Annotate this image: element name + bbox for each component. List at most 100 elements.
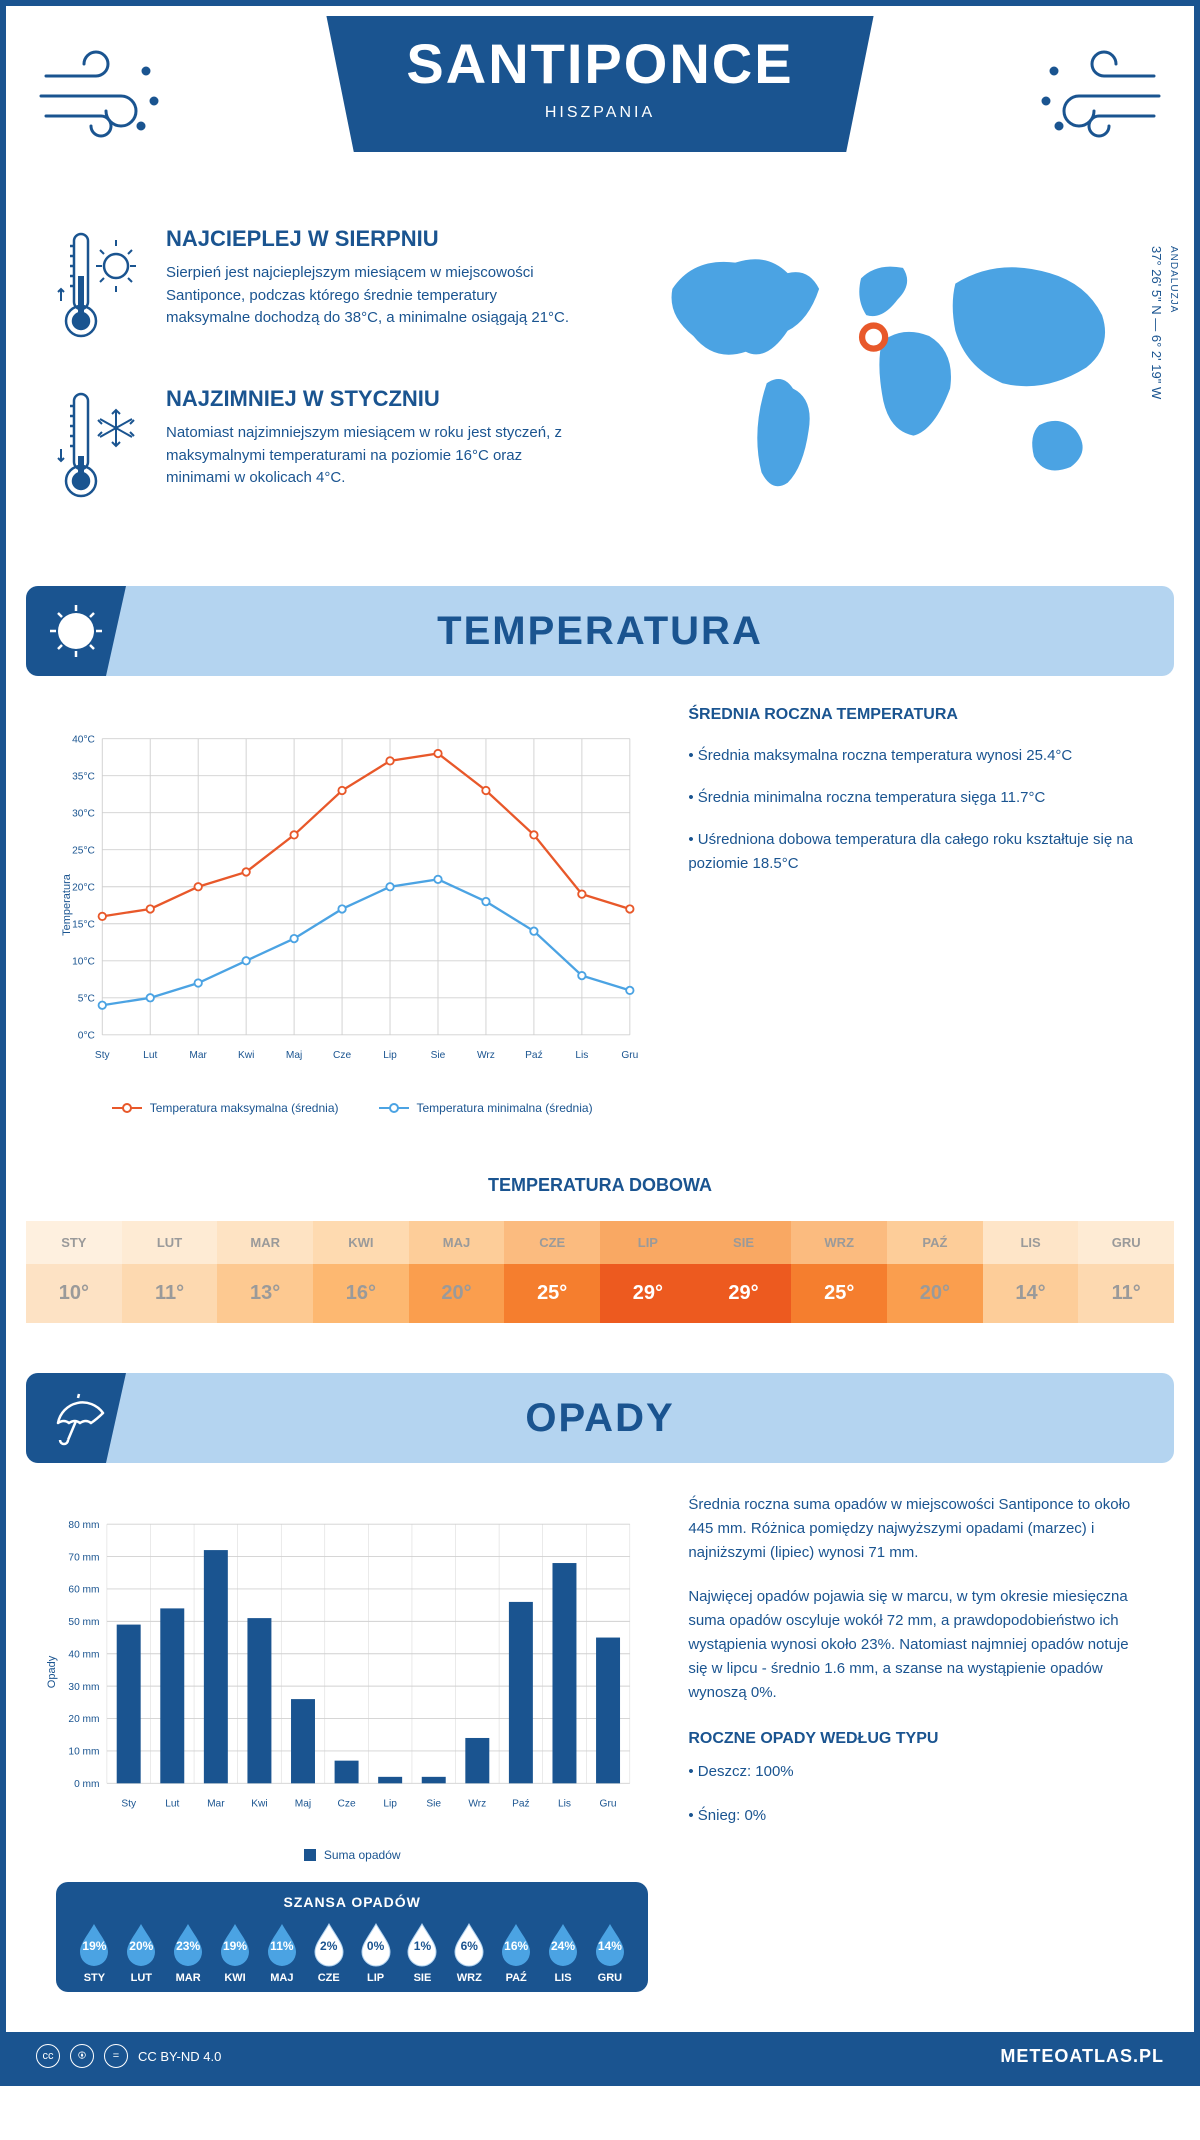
stats-line3: • Uśredniona dobowa temperatura dla całe… <box>688 828 1144 876</box>
svg-text:10°C: 10°C <box>72 956 95 967</box>
by-icon: 🅯 <box>70 2044 94 2068</box>
svg-text:30°C: 30°C <box>72 808 95 819</box>
drop-icon: 19% <box>216 1920 254 1968</box>
drop-icon: 14% <box>591 1920 629 1968</box>
chance-item: 14% GRU <box>586 1920 633 1984</box>
svg-text:Kwi: Kwi <box>251 1798 267 1809</box>
precipitation-section-header: OPADY <box>26 1373 1174 1463</box>
intro-text-column: NAJCIEPLEJ W SIERPNIU Sierpień jest najc… <box>56 226 580 546</box>
coldest-body: Natomiast najzimniejszym miesiącem w rok… <box>166 422 580 490</box>
svg-text:Lut: Lut <box>143 1050 157 1061</box>
country-subtitle: HISZPANIA <box>406 104 793 122</box>
chance-item: 0% LIP <box>352 1920 399 1984</box>
temperature-section-header: TEMPERATURA <box>26 586 1174 676</box>
precip-type-title: ROCZNE OPADY WEDŁUG TYPU <box>688 1730 1144 1748</box>
stats-line1: • Średnia maksymalna roczna temperatura … <box>688 744 1144 768</box>
chance-item: 1% SIE <box>399 1920 446 1984</box>
daily-cell: LIS 14° <box>983 1211 1079 1333</box>
stats-title: ŚREDNIA ROCZNA TEMPERATURA <box>688 706 1144 724</box>
legend-sum-label: Suma opadów <box>324 1848 401 1862</box>
svg-text:80 mm: 80 mm <box>68 1520 99 1531</box>
daily-cell: SIE 29° <box>696 1211 792 1333</box>
cc-icon: cc <box>36 2044 60 2068</box>
footer: cc 🅯 = CC BY-ND 4.0 METEOATLAS.PL <box>6 2032 1194 2080</box>
legend-max-label: Temperatura maksymalna (średnia) <box>150 1101 339 1115</box>
umbrella-icon <box>46 1388 106 1448</box>
temperature-line-chart: 0°C5°C10°C15°C20°C25°C30°C35°C40°CStyLut… <box>56 706 648 1086</box>
drop-icon: 6% <box>450 1920 488 1968</box>
svg-text:Paź: Paź <box>525 1050 543 1061</box>
coldest-block: NAJZIMNIEJ W STYCZNIU Natomiast najzimni… <box>56 386 580 506</box>
wind-icon <box>1024 46 1164 146</box>
drop-icon: 0% <box>357 1920 395 1968</box>
svg-text:Gru: Gru <box>600 1798 617 1809</box>
daily-cell: KWI 16° <box>313 1211 409 1333</box>
svg-text:Mar: Mar <box>207 1798 225 1809</box>
drop-icon: 11% <box>263 1920 301 1968</box>
chance-item: 23% MAR <box>165 1920 212 1984</box>
svg-text:Lis: Lis <box>575 1050 588 1061</box>
chance-box: SZANSA OPADÓW 19% STY 20% LUT 23% MAR 19… <box>56 1882 648 1992</box>
svg-text:Sty: Sty <box>121 1798 137 1809</box>
coldest-text: NAJZIMNIEJ W STYCZNIU Natomiast najzimni… <box>166 386 580 506</box>
chance-row: 19% STY 20% LUT 23% MAR 19% KWI <box>71 1920 633 1984</box>
svg-text:10 mm: 10 mm <box>68 1747 99 1758</box>
svg-text:0°C: 0°C <box>78 1031 95 1042</box>
warmest-body: Sierpień jest najcieplejszym miesiącem w… <box>166 262 580 330</box>
city-title: SANTIPONCE <box>406 31 793 96</box>
chance-item: 24% LIS <box>540 1920 587 1984</box>
daily-cell: LIP 29° <box>600 1211 696 1333</box>
sun-icon <box>46 601 106 661</box>
precipitation-bar-chart: 0 mm10 mm20 mm30 mm40 mm50 mm60 mm70 mm8… <box>56 1493 648 1833</box>
svg-text:Gru: Gru <box>621 1050 638 1061</box>
precipitation-chart-container: Opady 0 mm10 mm20 mm30 mm40 mm50 mm60 mm… <box>56 1493 648 1992</box>
svg-text:60 mm: 60 mm <box>68 1585 99 1596</box>
svg-text:Lis: Lis <box>558 1798 571 1809</box>
chance-title: SZANSA OPADÓW <box>71 1894 633 1910</box>
svg-text:40 mm: 40 mm <box>68 1649 99 1660</box>
svg-text:25°C: 25°C <box>72 845 95 856</box>
drop-icon: 2% <box>310 1920 348 1968</box>
svg-text:Paź: Paź <box>512 1798 530 1809</box>
drop-icon: 24% <box>544 1920 582 1968</box>
svg-text:Maj: Maj <box>286 1050 302 1061</box>
world-map <box>620 226 1144 506</box>
svg-text:20°C: 20°C <box>72 882 95 893</box>
temperature-chart-container: Temperatura 0°C5°C10°C15°C20°C25°C30°C35… <box>56 706 648 1115</box>
stats-line2: • Średnia minimalna roczna temperatura s… <box>688 786 1144 810</box>
temp-legend: .legend-item:nth-child(1) .legend-swatch… <box>56 1101 648 1115</box>
footer-site: METEOATLAS.PL <box>1000 2046 1164 2067</box>
legend-max: .legend-item:nth-child(1) .legend-swatch… <box>112 1101 339 1115</box>
daily-cell: MAR 13° <box>217 1211 313 1333</box>
wind-icon <box>36 46 176 146</box>
map-column: ANDALUZJA 37° 26' 5" N — 6° 2' 19" W <box>620 226 1144 546</box>
drop-icon: 19% <box>75 1920 113 1968</box>
precip-y-label: Opady <box>46 1655 58 1687</box>
thermometer-hot-icon <box>56 226 146 346</box>
precipitation-section: Opady 0 mm10 mm20 mm30 mm40 mm50 mm60 mm… <box>6 1493 1194 2012</box>
precip-p2: Najwięcej opadów pojawia się w marcu, w … <box>688 1585 1144 1705</box>
chance-item: 19% STY <box>71 1920 118 1984</box>
temperature-section: Temperatura 0°C5°C10°C15°C20°C25°C30°C35… <box>6 706 1194 1145</box>
svg-text:Cze: Cze <box>338 1798 356 1809</box>
chance-item: 11% MAJ <box>258 1920 305 1984</box>
chance-item: 20% LUT <box>118 1920 165 1984</box>
warmest-block: NAJCIEPLEJ W SIERPNIU Sierpień jest najc… <box>56 226 580 346</box>
coldest-title: NAJZIMNIEJ W STYCZNIU <box>166 386 580 412</box>
legend-sum: Suma opadów <box>304 1848 401 1862</box>
drop-icon: 16% <box>497 1920 535 1968</box>
svg-text:Mar: Mar <box>189 1050 207 1061</box>
warmest-text: NAJCIEPLEJ W SIERPNIU Sierpień jest najc… <box>166 226 580 346</box>
sun-accent <box>26 586 126 676</box>
svg-text:Kwi: Kwi <box>238 1050 254 1061</box>
thermometer-cold-icon <box>56 386 146 506</box>
svg-text:5°C: 5°C <box>78 994 95 1005</box>
svg-text:30 mm: 30 mm <box>68 1682 99 1693</box>
svg-text:Wrz: Wrz <box>468 1798 486 1809</box>
daily-cell: GRU 11° <box>1078 1211 1174 1333</box>
svg-text:20 mm: 20 mm <box>68 1714 99 1725</box>
daily-temp-title: TEMPERATURA DOBOWA <box>6 1175 1194 1196</box>
precip-legend: Suma opadów <box>56 1848 648 1862</box>
warmest-title: NAJCIEPLEJ W SIERPNIU <box>166 226 580 252</box>
daily-cell: STY 10° <box>26 1211 122 1333</box>
